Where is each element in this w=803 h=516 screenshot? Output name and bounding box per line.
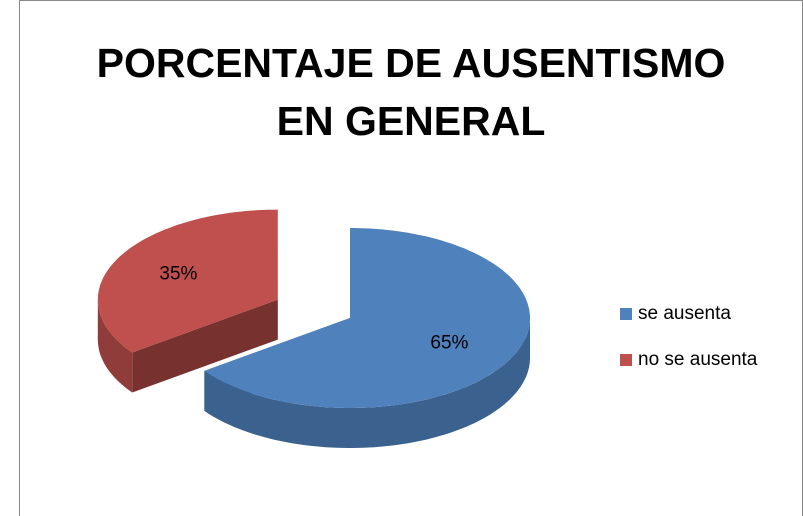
slice-side	[204, 318, 530, 448]
slice-side	[97, 299, 133, 393]
slice	[204, 228, 530, 408]
data-label: 35%	[159, 263, 197, 284]
legend-label: no se ausenta	[638, 349, 758, 370]
legend-swatch	[620, 308, 632, 320]
chart-title: PORCENTAJE DE AUSENTISMO EN GENERAL	[96, 40, 726, 144]
slice-side	[132, 299, 278, 393]
data-label: 65%	[430, 332, 468, 353]
legend-label: se ausenta	[638, 303, 731, 324]
slice	[97, 209, 278, 353]
legend-swatch	[620, 354, 632, 366]
